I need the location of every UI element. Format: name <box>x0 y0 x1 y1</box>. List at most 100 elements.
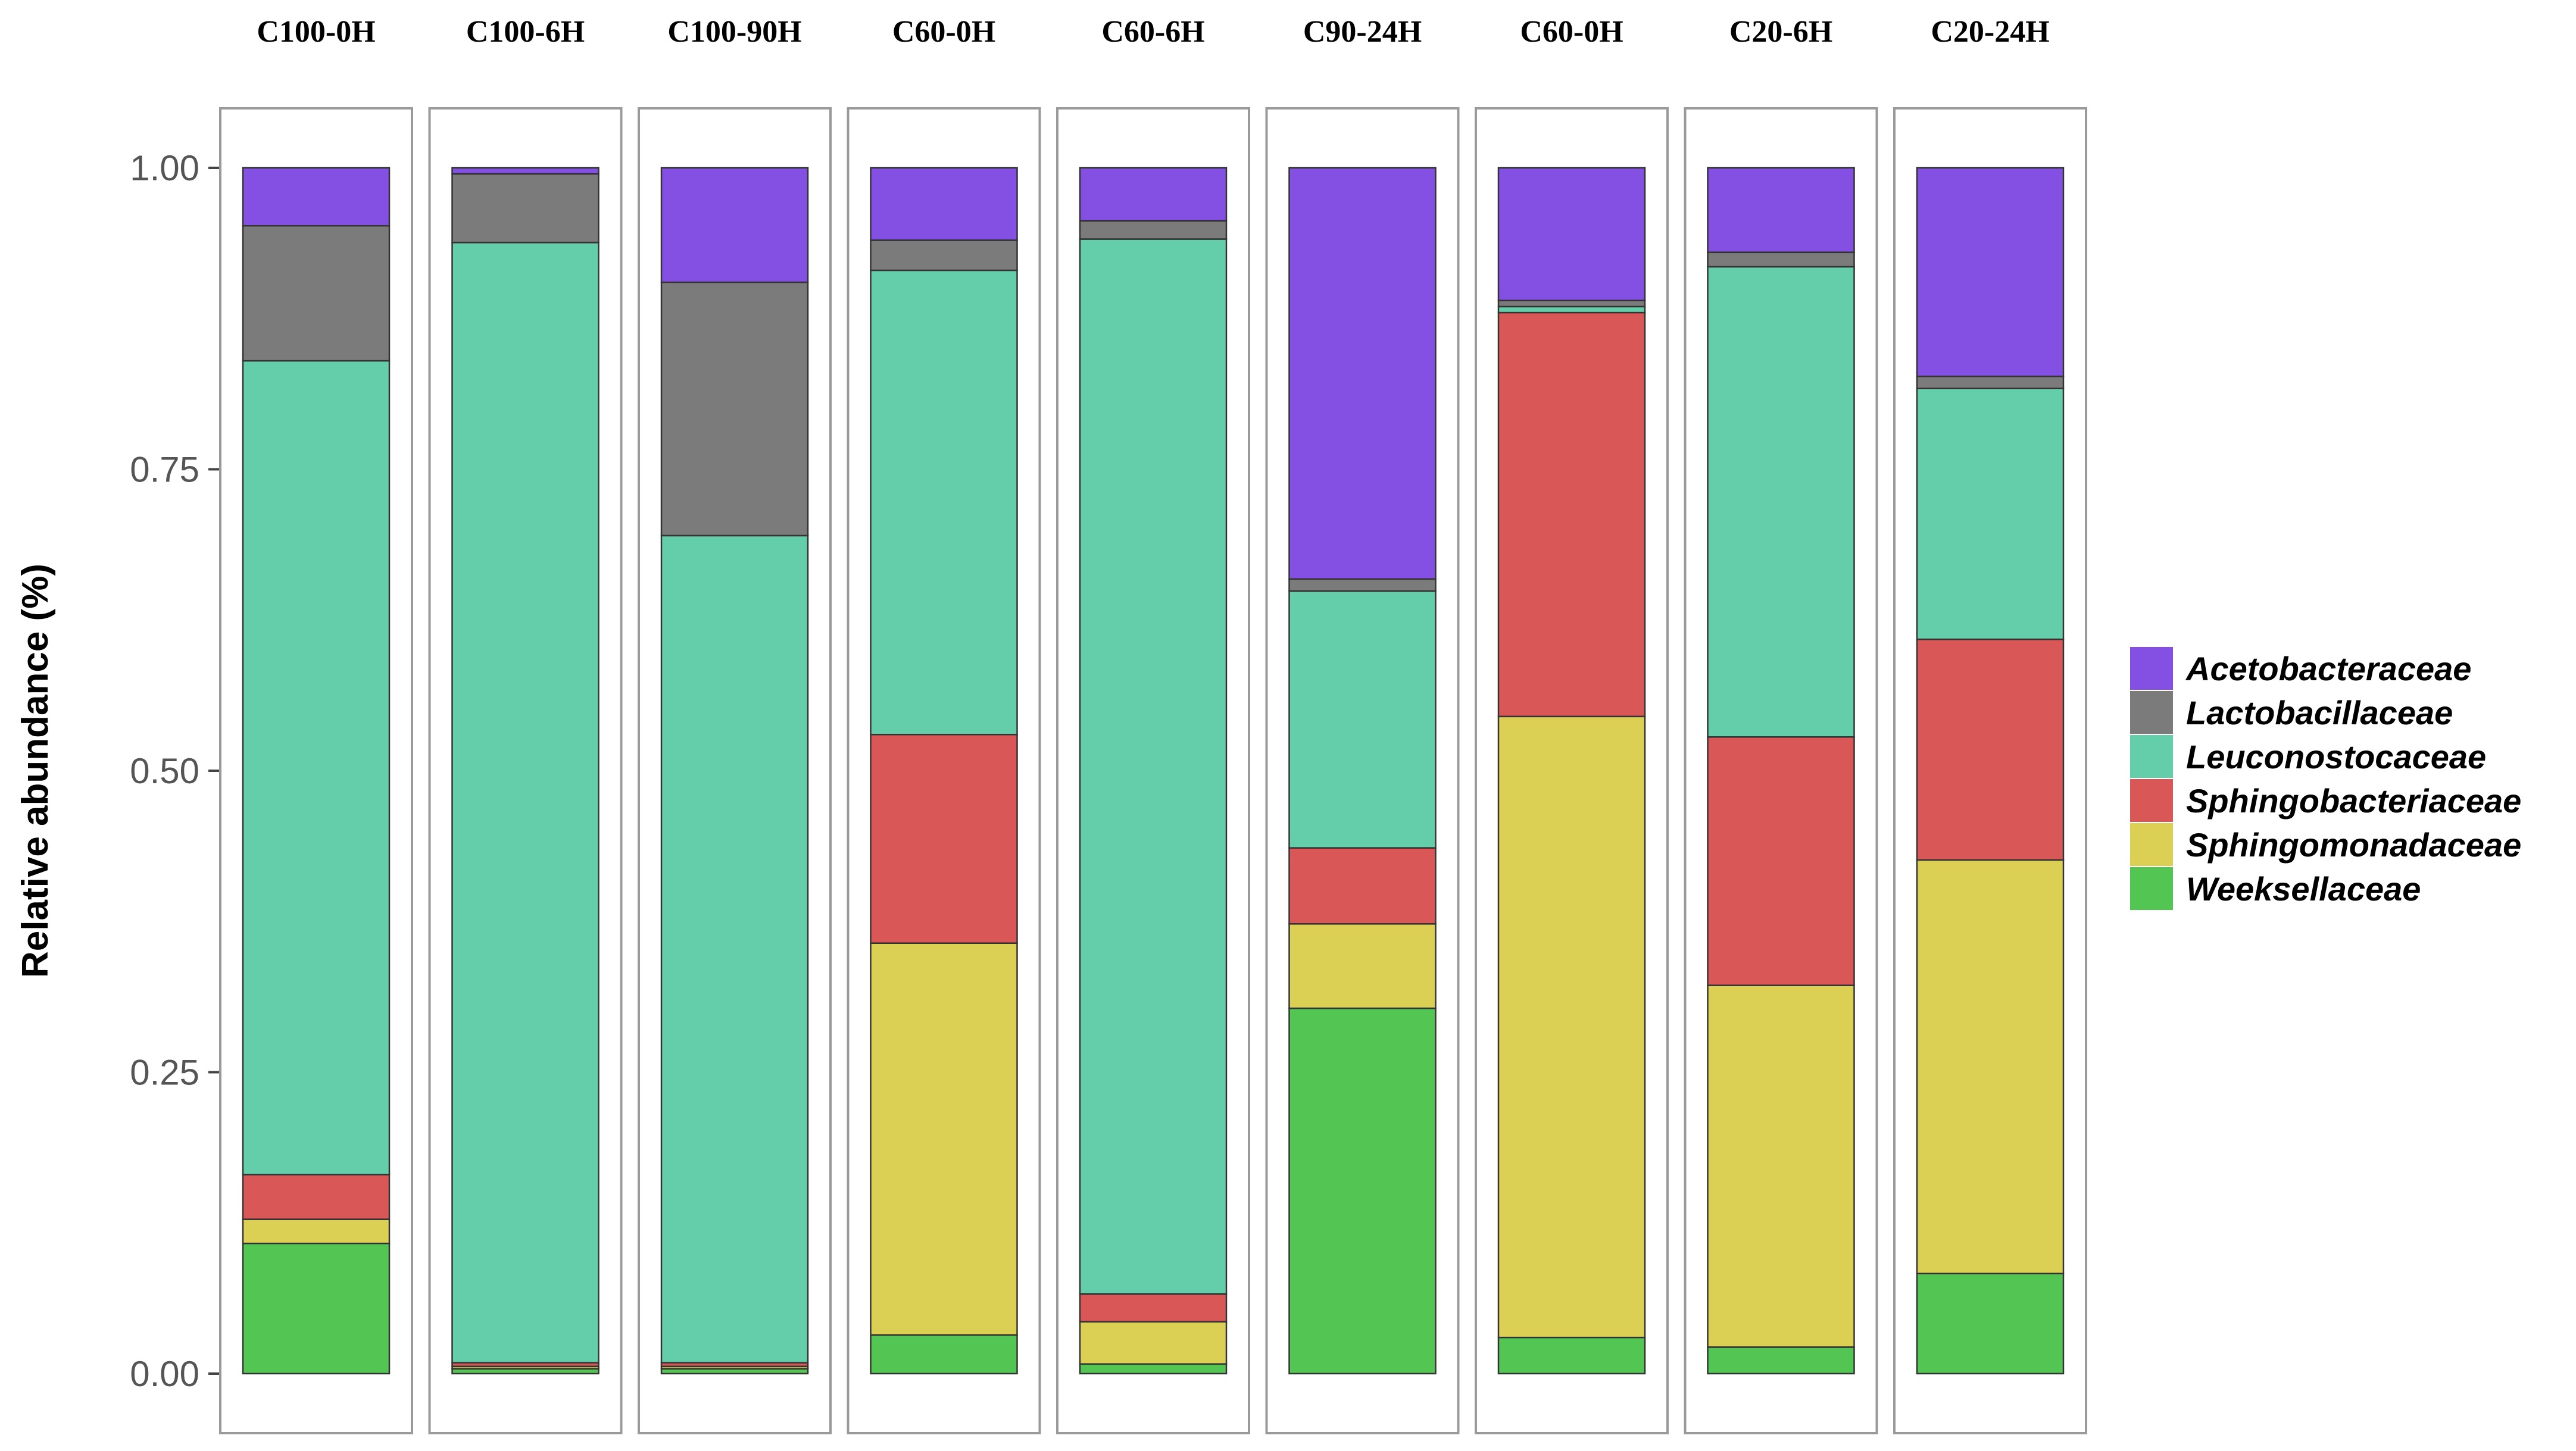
bar-segment <box>870 167 1018 241</box>
facet-title: C90-24H <box>1303 15 1422 49</box>
bar-segment <box>1916 638 2065 861</box>
panel-frame <box>219 107 413 1434</box>
bar-segment <box>870 269 1018 736</box>
bar-segment <box>1497 167 1646 302</box>
bar-segment <box>1288 167 1437 580</box>
y-axis: 0.00 0.25 0.50 0.75 1.00 Relative abundance (… <box>15 148 220 1394</box>
legend-swatch <box>2130 647 2173 690</box>
bar-segment <box>242 359 391 1175</box>
bar-segment <box>1916 387 2065 640</box>
bar-segment <box>870 942 1018 1336</box>
legend-entry: Sphingobacteriaceae <box>2130 779 2521 822</box>
panel-frame <box>847 107 1041 1434</box>
bar-segment <box>1288 1007 1437 1375</box>
bar-segment <box>1916 167 2065 377</box>
bar-segment <box>1497 299 1646 308</box>
bar-segment <box>1079 167 1228 222</box>
bar-segment <box>451 167 599 175</box>
legend-swatch <box>2130 867 2173 910</box>
facet-panel: C100-90H <box>638 15 832 1434</box>
bar-segment <box>1707 251 1855 268</box>
bar-segment <box>1497 1336 1646 1375</box>
bar-segment <box>1707 265 1855 738</box>
y-axis-label: Relative abundance (%) <box>15 564 56 978</box>
legend-entry: Lactobacillaceae <box>2130 691 2453 734</box>
y-tick-label: 1.00 <box>130 148 199 188</box>
facet-title: C60-0H <box>1520 15 1623 49</box>
bar-segment <box>870 1334 1018 1375</box>
bar-segment <box>242 1174 391 1220</box>
bar-segment <box>1497 305 1646 314</box>
legend-swatch <box>2130 779 2173 822</box>
bar-segment <box>242 224 391 362</box>
facet-title: C100-90H <box>667 15 801 49</box>
bar-segment <box>1497 311 1646 718</box>
bar-segment <box>242 1218 391 1244</box>
legend-label: Lactobacillaceae <box>2186 694 2453 731</box>
legend: Acetobacteraceae Lactobacillaceae Leuconos… <box>2130 647 2521 910</box>
facet-panel: C20-6H <box>1684 15 1878 1434</box>
bar-segment <box>1916 859 2065 1275</box>
facet-panel: C20-24H <box>1893 15 2087 1434</box>
y-tick-label: 0.75 <box>130 450 199 490</box>
bar-segment <box>451 242 599 1364</box>
bar-segment <box>1497 715 1646 1339</box>
panel-frame <box>1684 107 1878 1434</box>
facet-panel: C100-0H <box>219 15 413 1434</box>
bar-segment <box>1288 923 1437 1009</box>
facet-panel: C60-6H <box>1056 15 1250 1434</box>
legend-swatch <box>2130 691 2173 734</box>
bar-segment <box>1079 220 1228 240</box>
legend-label: Leuconostocaceae <box>2186 738 2486 775</box>
legend-entry: Leuconostocaceae <box>2130 735 2486 778</box>
bar-segment <box>870 733 1018 944</box>
facet-title: C100-6H <box>466 15 585 49</box>
bar-segment <box>242 1242 391 1375</box>
legend-label: Weeksellaceae <box>2186 870 2421 908</box>
facet-title: C20-24H <box>1931 15 2049 49</box>
y-tick-label: 0.50 <box>130 751 199 791</box>
panel-frame <box>638 107 832 1434</box>
bar-segment <box>1707 984 1855 1348</box>
facet-panel: C100-6H <box>428 15 623 1434</box>
panel-frame <box>1475 107 1669 1434</box>
y-tick-label: 0.00 <box>130 1354 199 1394</box>
facet-title: C60-6H <box>1101 15 1204 49</box>
panel-frame <box>1056 107 1250 1434</box>
bar-segment <box>1916 1272 2065 1375</box>
legend-label: Acetobacteraceae <box>2185 650 2471 687</box>
panel-frame <box>1265 107 1460 1434</box>
bar-segment <box>870 239 1018 271</box>
bar-segment <box>1707 736 1855 986</box>
bar-segment <box>1916 376 2065 390</box>
legend-label: Sphingobacteriaceae <box>2186 782 2521 820</box>
facet-title: C60-0H <box>892 15 995 49</box>
bar-segment <box>1079 1363 1228 1375</box>
bar-segment <box>660 167 809 283</box>
y-tick-label: 0.25 <box>130 1053 199 1093</box>
facet-title: C100-0H <box>257 15 375 49</box>
facet-title: C20-6H <box>1729 15 1832 49</box>
facet-panel: C60-0H <box>847 15 1041 1434</box>
bar-segment <box>1707 1346 1855 1375</box>
legend-swatch <box>2130 823 2173 866</box>
facet-panel: C60-0H <box>1475 15 1669 1434</box>
legend-entry: Weeksellaceae <box>2130 867 2421 910</box>
bar-segment <box>660 282 809 537</box>
legend-label: Sphingomonadaceae <box>2186 826 2521 864</box>
facet-panel: C90-24H <box>1265 15 1460 1434</box>
bar-segment <box>1707 167 1855 254</box>
bar-segment <box>660 534 809 1364</box>
facet-panels: C100-0H C100-6H C100-90H C60-0H C60-6H C90-24… <box>219 15 2087 1434</box>
bar-segment <box>1288 578 1437 592</box>
panel-frame <box>1893 107 2087 1434</box>
bar-segment <box>242 167 391 227</box>
legend-entry: Sphingomonadaceae <box>2130 823 2521 866</box>
panel-frame <box>428 107 623 1434</box>
legend-entry: Acetobacteraceae <box>2130 647 2471 690</box>
bar-segment <box>1079 238 1228 1295</box>
bar-segment <box>1288 590 1437 849</box>
bar-segment <box>1079 1321 1228 1365</box>
bar-segment <box>451 173 599 243</box>
